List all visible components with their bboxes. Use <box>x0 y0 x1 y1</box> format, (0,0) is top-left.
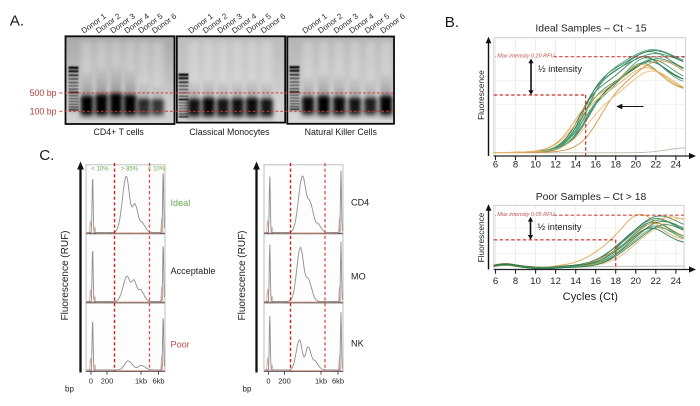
svg-text:20: 20 <box>631 276 642 287</box>
svg-text:1kb: 1kb <box>135 377 147 386</box>
svg-text:< 10%: < 10% <box>148 167 166 173</box>
svg-text:½ intensity: ½ intensity <box>538 222 582 232</box>
svg-text:A.: A. <box>10 13 24 30</box>
svg-text:10: 10 <box>530 159 541 170</box>
svg-text:6: 6 <box>493 159 498 170</box>
svg-text:Fluorescence: Fluorescence <box>476 212 486 262</box>
svg-text:Fluorescence (RUF): Fluorescence (RUF) <box>60 230 71 320</box>
svg-text:Max intensity 0.20 RFU: Max intensity 0.20 RFU <box>497 54 554 60</box>
svg-text:22: 22 <box>651 159 662 170</box>
svg-text:Cycles (Ct): Cycles (Ct) <box>563 291 619 303</box>
svg-text:10: 10 <box>530 276 541 287</box>
svg-text:12: 12 <box>550 159 561 170</box>
svg-text:14: 14 <box>570 159 581 170</box>
svg-text:Classical Monocytes: Classical Monocytes <box>189 127 270 137</box>
svg-text:CD4: CD4 <box>351 198 369 208</box>
svg-text:½ intensity: ½ intensity <box>538 64 582 74</box>
svg-text:24: 24 <box>671 159 682 170</box>
svg-text:B.: B. <box>445 14 459 31</box>
svg-text:12: 12 <box>550 276 561 287</box>
svg-text:Poor: Poor <box>171 340 190 350</box>
svg-text:6kb: 6kb <box>152 377 164 386</box>
svg-text:18: 18 <box>610 159 621 170</box>
svg-text:100 bp: 100 bp <box>30 106 57 116</box>
svg-text:16: 16 <box>590 276 601 287</box>
svg-text:500 bp: 500 bp <box>30 88 57 98</box>
svg-text:22: 22 <box>651 276 662 287</box>
svg-text:14: 14 <box>570 276 581 287</box>
svg-text:bp: bp <box>243 385 252 394</box>
svg-text:Ideal: Ideal <box>171 198 191 208</box>
svg-text:16: 16 <box>590 159 601 170</box>
svg-text:0: 0 <box>89 377 93 386</box>
svg-text:NK: NK <box>351 339 364 349</box>
svg-text:6: 6 <box>493 276 498 287</box>
svg-text:1kb: 1kb <box>315 377 327 386</box>
svg-text:0: 0 <box>266 377 270 386</box>
svg-text:Fluorescence: Fluorescence <box>476 70 486 120</box>
svg-text:Fluorescence (RUF): Fluorescence (RUF) <box>237 230 248 320</box>
svg-text:Natural Killer Cells: Natural Killer Cells <box>305 127 378 137</box>
svg-text:C.: C. <box>39 147 54 164</box>
svg-text:Max intensity 0.05 RFU: Max intensity 0.05 RFU <box>497 212 554 218</box>
svg-text:200: 200 <box>278 377 291 386</box>
svg-text:< 10%: < 10% <box>91 167 109 173</box>
svg-text:8: 8 <box>513 276 518 287</box>
svg-text:Ideal Samples – Ct ~ 15: Ideal Samples – Ct ~ 15 <box>535 24 646 35</box>
svg-text:24: 24 <box>671 276 682 287</box>
svg-text:6kb: 6kb <box>332 377 344 386</box>
svg-text:MO: MO <box>351 272 366 282</box>
svg-text:CD4+ T cells: CD4+ T cells <box>94 127 145 137</box>
svg-text:bp: bp <box>65 385 74 394</box>
svg-text:Acceptable: Acceptable <box>171 266 216 276</box>
svg-text:20: 20 <box>631 159 642 170</box>
svg-text:8: 8 <box>513 159 518 170</box>
svg-text:Poor Samples – Ct > 18: Poor Samples – Ct > 18 <box>536 192 647 203</box>
svg-text:18: 18 <box>610 276 621 287</box>
svg-text:200: 200 <box>101 377 114 386</box>
svg-text:> 85%: > 85% <box>121 167 139 173</box>
